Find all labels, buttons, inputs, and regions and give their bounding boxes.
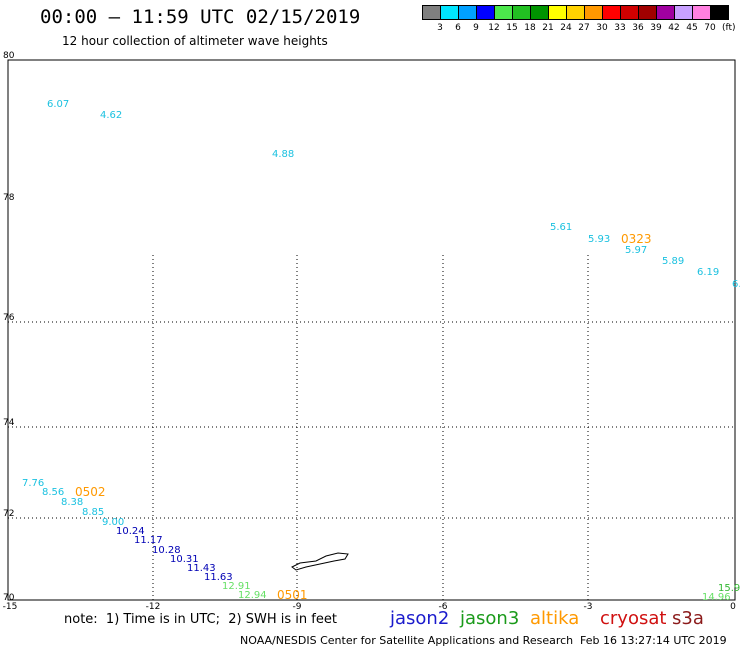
wave-height-reading: 5.89	[662, 256, 684, 267]
longitude-label: -3	[584, 602, 593, 612]
latitude-label: 78	[3, 193, 15, 203]
longitude-label: -6	[439, 602, 448, 612]
longitude-label: 0	[730, 602, 736, 612]
latitude-label: 74	[3, 418, 15, 428]
satellite-label-altika: altika	[530, 608, 580, 629]
satellite-label-jason2: jason2	[390, 608, 450, 629]
color-scale-label: 9	[473, 23, 479, 33]
longitude-label: -15	[3, 602, 18, 612]
footer-note: note: 1) Time is in UTC; 2) SWH is in fe…	[64, 612, 337, 627]
color-scale-label: 30	[596, 23, 608, 33]
chart-subtitle: 12 hour collection of altimeter wave hei…	[62, 34, 328, 48]
color-scale-label: 42	[668, 23, 680, 33]
color-scale-label: 18	[524, 23, 536, 33]
satellite-label-cryosat: cryosat	[600, 608, 667, 629]
wave-height-reading: 10.24	[116, 526, 145, 537]
wave-height-reading: 4.62	[100, 110, 122, 121]
wave-height-reading: 11.63	[204, 572, 233, 583]
latitude-label: 72	[3, 509, 14, 519]
wave-height-reading: 6.19	[697, 267, 719, 278]
wave-height-reading: 8.38	[61, 497, 83, 508]
wave-height-reading: 15.9	[718, 583, 740, 594]
pass-time-label: 0501	[277, 588, 308, 602]
color-scale-label: 24	[560, 23, 572, 33]
wave-height-reading: 6.	[732, 279, 740, 290]
wave-height-reading: 14.96	[702, 592, 731, 603]
wave-height-reading: 12.94	[238, 590, 267, 601]
color-scale-label: 3	[437, 23, 443, 33]
wave-height-reading: 10.31	[170, 554, 199, 565]
pass-time-label: 0502	[75, 485, 106, 499]
color-scale-label: 39	[650, 23, 662, 33]
longitude-label: -12	[146, 602, 161, 612]
credit-line: NOAA/NESDIS Center for Satellite Applica…	[240, 634, 574, 647]
wave-height-reading: 5.97	[625, 245, 647, 256]
wave-height-reading: 8.56	[42, 487, 64, 498]
pass-time-label: 0323	[621, 232, 652, 246]
wave-height-reading: 5.61	[550, 222, 572, 233]
color-scale-unit: (ft)	[722, 23, 736, 33]
wave-height-reading: 5.93	[588, 234, 610, 245]
wave-height-reading: 10.28	[152, 545, 181, 556]
color-scale-label: 15	[506, 23, 518, 33]
color-scale-label: 70	[704, 23, 716, 33]
latitude-label: 80	[3, 51, 15, 61]
wave-height-reading: 11.17	[134, 535, 163, 546]
wave-height-reading: 8.85	[82, 507, 104, 518]
color-scale-label: 12	[488, 23, 500, 33]
satellite-label-jason3: jason3	[460, 608, 520, 629]
color-scale-label: 36	[632, 23, 644, 33]
map-frame	[7, 59, 736, 601]
latitude-label: 76	[3, 313, 15, 323]
wave-height-reading: 9.00	[102, 517, 124, 528]
color-scale-label: 27	[578, 23, 590, 33]
longitude-label: -9	[293, 602, 302, 612]
wave-height-reading: 7.76	[22, 478, 44, 489]
island-outline	[291, 552, 349, 571]
color-swatch	[710, 5, 729, 20]
color-scale-label: 21	[542, 23, 554, 33]
wave-height-reading: 11.43	[187, 563, 216, 574]
wave-height-reading: 12.91	[222, 581, 251, 592]
wave-height-reading: 6.07	[47, 99, 69, 110]
satellite-label-s3a: s3a	[672, 608, 704, 629]
chart-title: 00:00 – 11:59 UTC 02/15/2019	[40, 6, 361, 28]
color-scale-label: 33	[614, 23, 626, 33]
color-scale-label: 6	[455, 23, 461, 33]
wave-height-reading: 4.88	[272, 149, 294, 160]
generation-timestamp: Feb 16 13:27:14 UTC 2019	[580, 634, 727, 647]
latitude-label: 70	[3, 593, 15, 603]
color-scale-label: 45	[686, 23, 698, 33]
